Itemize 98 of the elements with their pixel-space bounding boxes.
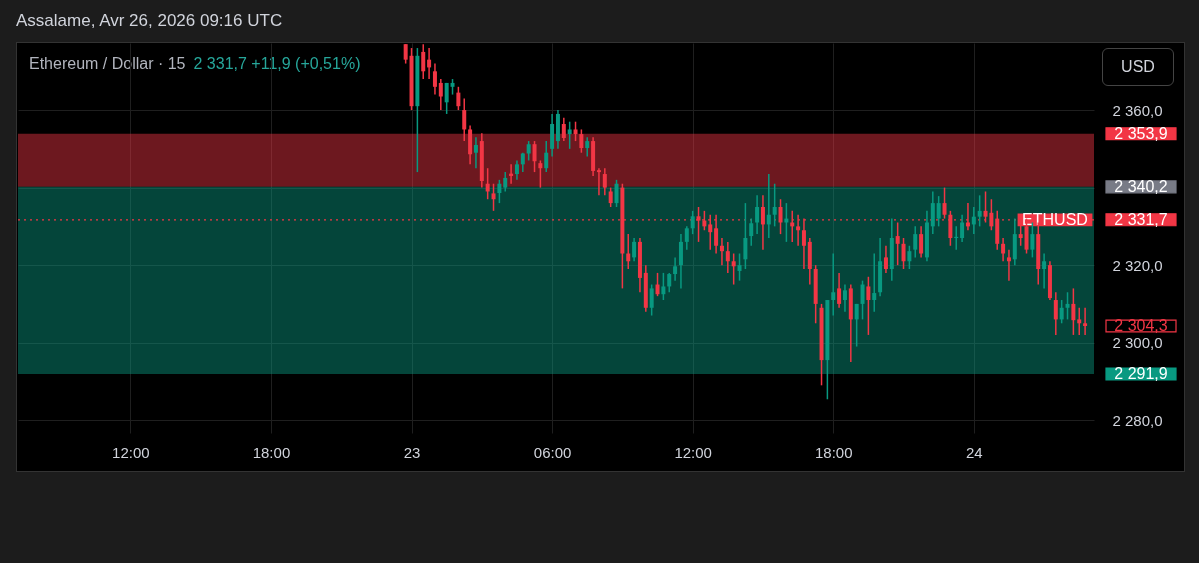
text: 2 340,2	[1114, 177, 1168, 195]
candlestick	[526, 140, 531, 162]
x-tick-label: 24	[965, 443, 983, 461]
candlestick	[667, 272, 672, 294]
candlestick	[514, 159, 519, 181]
candlestick	[842, 283, 847, 313]
candlestick	[860, 279, 865, 321]
candlestick	[913, 225, 918, 259]
text: Assalame, Avr 26, 2026 09:16 UTC	[16, 11, 283, 31]
candlestick	[1006, 248, 1011, 282]
candlestick	[872, 252, 877, 313]
candlestick	[655, 272, 660, 297]
x-tick-label: 12:00	[674, 443, 712, 461]
candlestick	[737, 252, 742, 282]
candlestick	[731, 252, 736, 286]
candlestick	[632, 237, 637, 263]
candlestick	[760, 194, 765, 251]
candlestick	[1059, 299, 1064, 325]
candlestick	[661, 272, 666, 301]
currency-button: USD	[1102, 48, 1174, 86]
candlestick	[1083, 307, 1088, 336]
candlestick	[403, 43, 408, 65]
candlestick	[690, 210, 695, 235]
candlestick	[602, 167, 607, 197]
candlestick	[538, 159, 543, 189]
candlestick	[427, 47, 432, 80]
text: 2 331,7	[1114, 210, 1168, 228]
candlestick	[462, 97, 467, 142]
text: 2 353,9	[1114, 124, 1168, 142]
candlestick	[930, 190, 935, 235]
candlestick	[936, 195, 941, 228]
candlestick	[907, 245, 912, 270]
candlestick	[772, 182, 777, 228]
candlestick	[1071, 287, 1076, 336]
candlestick	[1001, 237, 1006, 263]
candlestick	[626, 233, 631, 270]
x-tick-label: 18:00	[252, 443, 291, 461]
candlestick	[883, 245, 888, 274]
candlestick	[503, 171, 508, 193]
x-tick-label: 18:00	[814, 443, 853, 461]
candlestick	[649, 283, 654, 317]
candlestick	[901, 237, 906, 270]
candlestick	[743, 202, 748, 270]
candlestick	[614, 179, 619, 208]
candlestick	[866, 276, 871, 336]
candlestick	[766, 173, 771, 239]
candlestick	[491, 182, 496, 212]
candlestick	[1042, 252, 1047, 290]
candlestick	[942, 186, 947, 220]
y-tick-label: 2 280,0	[1112, 411, 1163, 429]
candlestick	[977, 194, 982, 228]
candlestick	[678, 233, 683, 290]
candlestick	[544, 140, 549, 173]
candlestick	[438, 78, 443, 111]
candlestick	[895, 221, 900, 266]
candlestick	[971, 206, 976, 235]
candlestick	[473, 136, 478, 169]
y-tick-label: 2 320,0	[1112, 256, 1163, 274]
candlestick	[1053, 291, 1058, 336]
candlestick	[573, 120, 578, 142]
candlestick	[432, 62, 437, 96]
candlestick	[1065, 291, 1070, 321]
candlestick	[960, 213, 965, 243]
candlestick	[919, 225, 924, 259]
text: 2 331,7 +11,9 (+0,51%)	[193, 55, 361, 72]
candlestick	[596, 167, 601, 197]
candlestick	[421, 43, 426, 80]
candlestick	[1077, 307, 1082, 336]
text: Ethereum / Dollar · 15	[29, 55, 186, 72]
candlestick	[444, 82, 449, 115]
candlestick	[948, 210, 953, 247]
candlestick	[725, 241, 730, 274]
candlestick	[749, 217, 754, 247]
y-tick-label: 2 300,0	[1112, 334, 1163, 352]
candlestick	[778, 198, 783, 235]
x-tick-label: 12:00	[112, 443, 150, 461]
candlestick	[485, 167, 490, 200]
candlestick	[837, 272, 842, 309]
candlestick	[673, 256, 678, 282]
candlestick	[532, 140, 537, 173]
text: 2 304,3	[1114, 317, 1168, 334]
candlestick	[755, 194, 760, 235]
candlestick	[854, 303, 859, 348]
candlestick	[831, 252, 836, 317]
x-tick-label: 23	[403, 443, 421, 461]
candlestick	[608, 186, 613, 208]
ref-line-label: ETHUSD	[1022, 210, 1088, 228]
y-tick-label: 2 360,0	[1112, 101, 1163, 119]
x-tick-label: 06:00	[533, 443, 572, 461]
candlestick	[497, 179, 502, 204]
candlestick	[561, 117, 566, 142]
candlestick	[684, 225, 689, 251]
candlestick	[719, 237, 724, 266]
candlestick	[567, 120, 572, 150]
text: 2 291,9	[1114, 365, 1168, 383]
candlestick	[585, 136, 590, 158]
candlestick	[456, 86, 461, 111]
candlestick	[579, 128, 584, 154]
